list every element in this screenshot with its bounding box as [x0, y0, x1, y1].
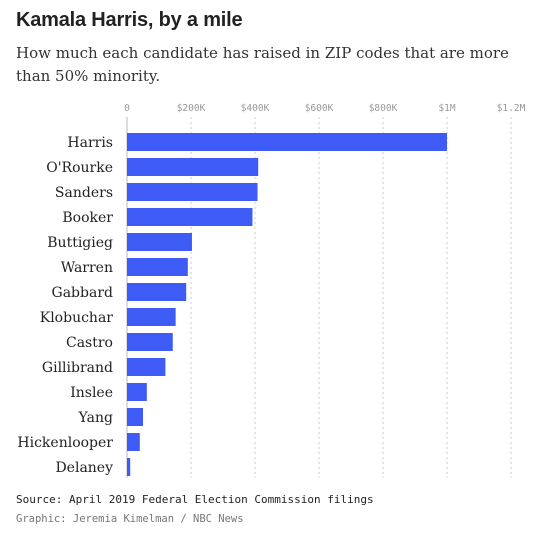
- bar: [127, 433, 140, 451]
- bar: [127, 383, 147, 401]
- x-tick-label: 0: [124, 103, 130, 114]
- bar: [127, 458, 131, 476]
- bar: [127, 233, 192, 251]
- bar: [127, 408, 143, 426]
- graphic-credit: Graphic: Jeremia Kimelman / NBC News: [16, 513, 244, 525]
- bar: [127, 283, 187, 301]
- source-note: Source: April 2019 Federal Election Comm…: [16, 493, 374, 506]
- category-label: Warren: [61, 260, 113, 276]
- category-label: Buttigieg: [47, 235, 113, 251]
- bar: [127, 133, 447, 151]
- category-label: Gabbard: [52, 285, 113, 301]
- chart-title: Kamala Harris, by a mile: [16, 9, 243, 31]
- bar: [127, 308, 176, 326]
- category-label: O'Rourke: [46, 160, 113, 176]
- category-label: Harris: [67, 135, 113, 151]
- bar: [127, 358, 166, 376]
- category-label: Gillibrand: [42, 360, 113, 376]
- bar-chart: 0 $200K $400K $600K $800K $1M $1.2M Harris O'Rou…: [17, 103, 526, 478]
- bar: [127, 333, 173, 351]
- category-label: Sanders: [55, 185, 113, 201]
- x-tick-label: $800K: [369, 103, 398, 114]
- bar: [127, 158, 259, 176]
- category-label: Hickenlooper: [17, 435, 113, 451]
- x-tick-label: $1.2M: [497, 103, 526, 114]
- bar: [127, 183, 258, 201]
- category-label: Delaney: [55, 460, 113, 476]
- category-label: Klobuchar: [40, 310, 114, 326]
- category-label: Castro: [66, 335, 113, 351]
- bar: [127, 258, 188, 276]
- category-label: Booker: [62, 210, 113, 226]
- chart-subtitle: How much each candidate has raised in ZI…: [16, 44, 509, 85]
- x-tick-label: $400K: [241, 103, 270, 114]
- bar: [127, 208, 253, 226]
- x-tick-label: $1M: [438, 103, 455, 114]
- x-tick-label: $200K: [177, 103, 206, 114]
- category-label: Yang: [78, 410, 114, 426]
- category-label: Inslee: [70, 385, 113, 401]
- x-tick-label: $600K: [305, 103, 334, 114]
